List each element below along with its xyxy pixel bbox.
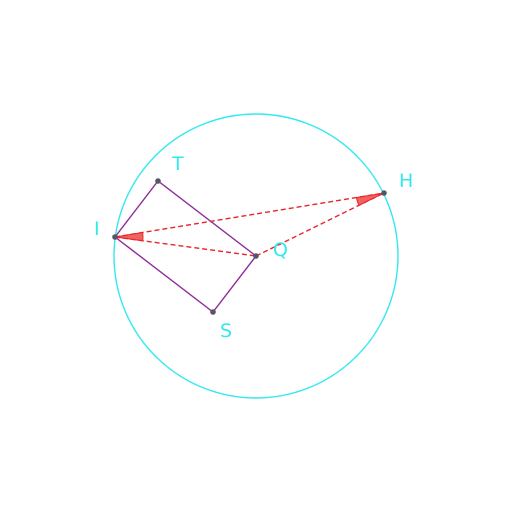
label-t: T (171, 153, 184, 175)
point-h (381, 190, 387, 196)
point-t (155, 178, 161, 184)
dashed-segment-ih (114, 192, 385, 238)
label-s: S (220, 320, 232, 342)
label-i: I (94, 218, 100, 240)
rectangle-itqs (114, 180, 257, 313)
label-q: Q (273, 239, 288, 261)
circle (113, 113, 399, 399)
angle-marker-i (114, 231, 144, 242)
point-s (210, 309, 216, 315)
point-q (253, 253, 259, 259)
point-i (112, 234, 118, 240)
angle-marker-h (355, 192, 385, 207)
label-h: H (399, 170, 413, 192)
